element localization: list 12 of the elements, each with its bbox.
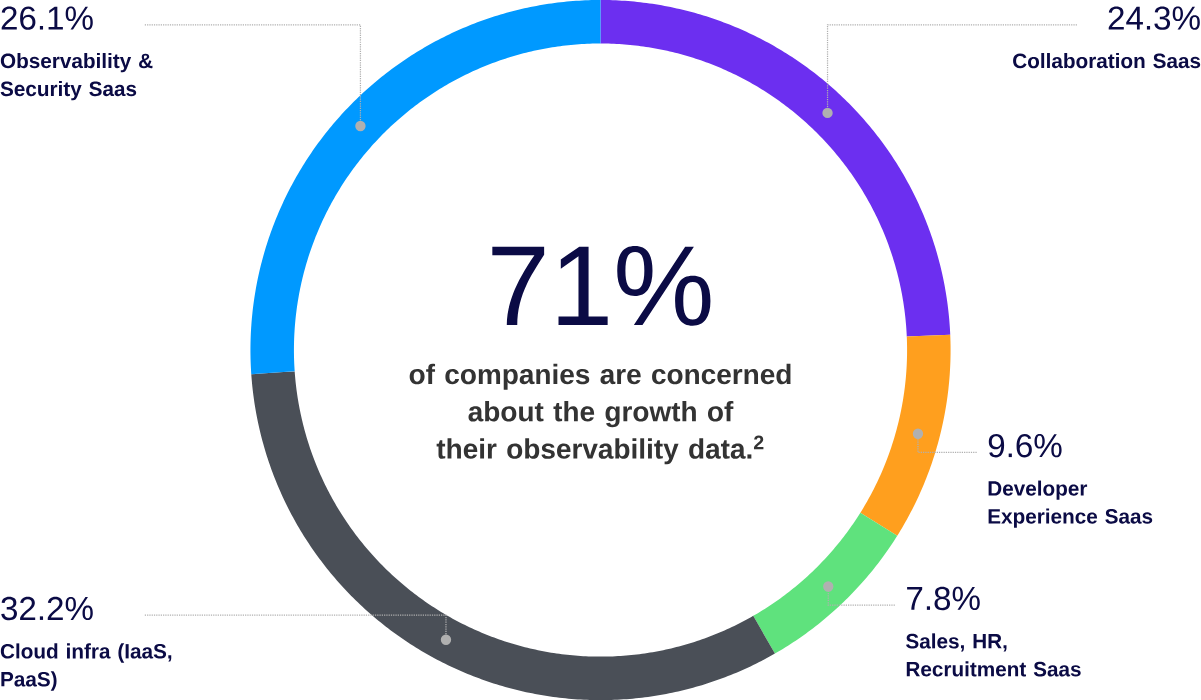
data-label: 32.2% (1, 596, 93, 621)
data-label: 7.8% (907, 586, 980, 611)
text: of companies are concerned about the growth of their observability data.$^{2}$ (409, 363, 791, 465)
text: 71% (492, 245, 711, 326)
data-label: 26.1% (1, 6, 93, 30)
slice-label: Developer Experience Saas (988, 480, 1153, 528)
slice-label: Cloud infra (IaaS, PaaS) (0, 643, 172, 691)
data-label: 24.3% (1108, 6, 1200, 30)
data-label: 9.6% (988, 433, 1062, 458)
slice-label: Sales, HR, Recruitment Saas (906, 633, 1081, 677)
slice-label: Observability & Security Saas (0, 52, 153, 101)
slice-label: Collaboration Saas (1013, 52, 1201, 69)
